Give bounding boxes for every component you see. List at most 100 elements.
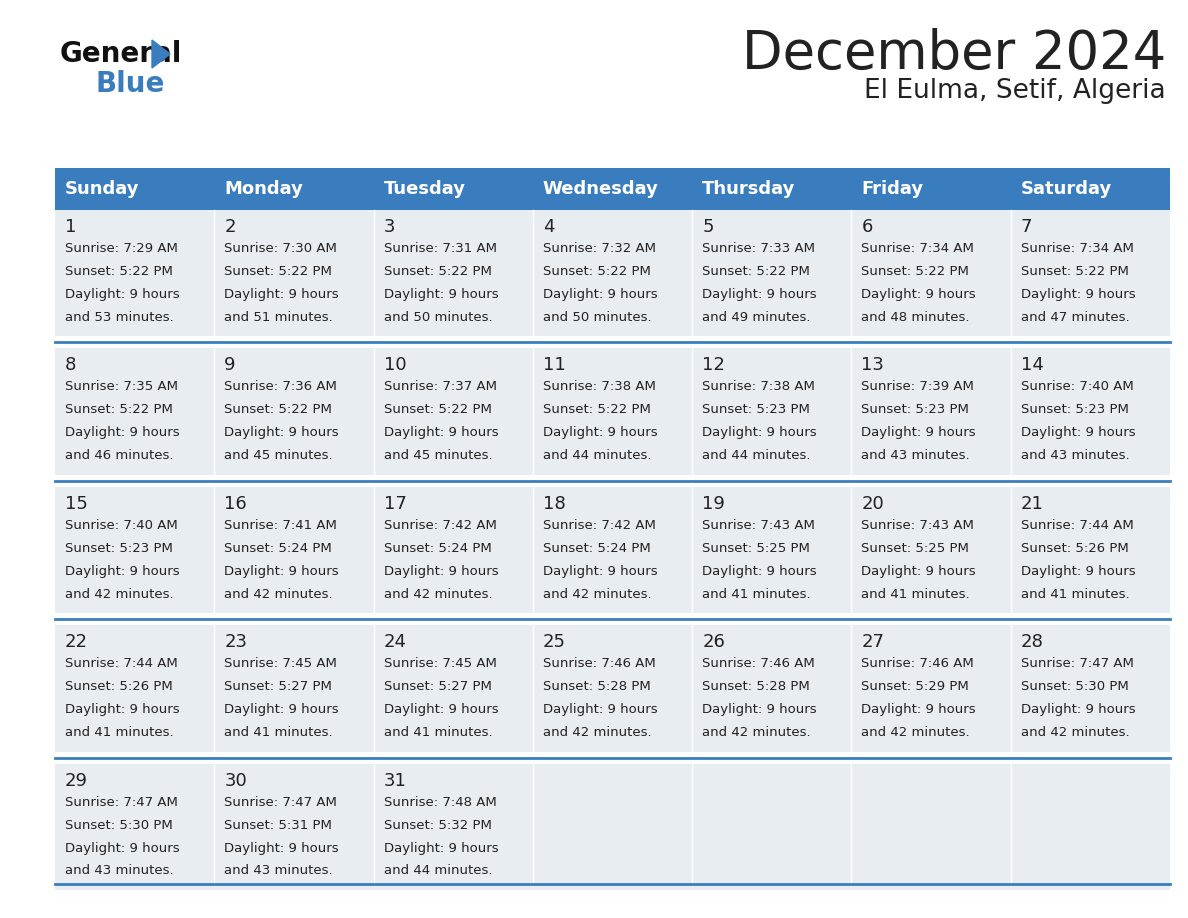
Text: Daylight: 9 hours: Daylight: 9 hours [1020, 703, 1136, 716]
Text: 14: 14 [1020, 356, 1043, 375]
Text: and 46 minutes.: and 46 minutes. [65, 449, 173, 463]
Text: Sunset: 5:22 PM: Sunset: 5:22 PM [1020, 265, 1129, 278]
Bar [852, 764, 1011, 890]
Text: and 43 minutes.: and 43 minutes. [861, 449, 971, 463]
Text: 2: 2 [225, 218, 235, 236]
Bar [1011, 625, 1170, 752]
Text: Sunrise: 7:48 AM: Sunrise: 7:48 AM [384, 796, 497, 809]
Text: Sunset: 5:28 PM: Sunset: 5:28 PM [702, 680, 810, 693]
Text: Daylight: 9 hours: Daylight: 9 hours [1020, 426, 1136, 440]
Text: and 42 minutes.: and 42 minutes. [1020, 726, 1130, 739]
Text: and 43 minutes.: and 43 minutes. [1020, 449, 1130, 463]
Text: Daylight: 9 hours: Daylight: 9 hours [384, 565, 498, 577]
Text: 13: 13 [861, 356, 884, 375]
Bar [693, 349, 852, 475]
Text: 30: 30 [225, 772, 247, 789]
Text: and 42 minutes.: and 42 minutes. [384, 588, 492, 600]
Text: Daylight: 9 hours: Daylight: 9 hours [65, 703, 179, 716]
Text: Daylight: 9 hours: Daylight: 9 hours [543, 288, 657, 301]
Text: Sunrise: 7:47 AM: Sunrise: 7:47 AM [65, 796, 178, 809]
Text: and 45 minutes.: and 45 minutes. [225, 449, 333, 463]
Text: Sunday: Sunday [65, 180, 139, 198]
Text: Sunrise: 7:29 AM: Sunrise: 7:29 AM [65, 242, 178, 255]
Text: Sunrise: 7:47 AM: Sunrise: 7:47 AM [225, 796, 337, 809]
Text: Saturday: Saturday [1020, 180, 1112, 198]
Text: and 53 minutes.: and 53 minutes. [65, 311, 173, 324]
Text: General: General [61, 40, 183, 68]
Bar [852, 349, 1011, 475]
Text: and 41 minutes.: and 41 minutes. [861, 588, 971, 600]
Text: Daylight: 9 hours: Daylight: 9 hours [225, 703, 339, 716]
Text: Sunrise: 7:45 AM: Sunrise: 7:45 AM [225, 657, 337, 670]
Text: Sunrise: 7:44 AM: Sunrise: 7:44 AM [1020, 519, 1133, 532]
Text: 8: 8 [65, 356, 76, 375]
Text: Sunset: 5:22 PM: Sunset: 5:22 PM [65, 403, 173, 417]
Text: Sunset: 5:30 PM: Sunset: 5:30 PM [65, 819, 172, 832]
Text: Sunrise: 7:42 AM: Sunrise: 7:42 AM [384, 519, 497, 532]
Text: and 41 minutes.: and 41 minutes. [702, 588, 810, 600]
Text: Sunrise: 7:46 AM: Sunrise: 7:46 AM [543, 657, 656, 670]
Text: December 2024: December 2024 [741, 28, 1165, 80]
Text: Daylight: 9 hours: Daylight: 9 hours [861, 703, 977, 716]
Bar [533, 349, 693, 475]
Bar [373, 210, 533, 336]
Text: and 41 minutes.: and 41 minutes. [65, 726, 173, 739]
Text: Daylight: 9 hours: Daylight: 9 hours [702, 703, 817, 716]
Text: Sunrise: 7:46 AM: Sunrise: 7:46 AM [702, 657, 815, 670]
Text: 5: 5 [702, 218, 714, 236]
Bar [214, 210, 373, 336]
Text: Sunset: 5:23 PM: Sunset: 5:23 PM [702, 403, 810, 417]
Text: Thursday: Thursday [702, 180, 796, 198]
Text: Sunrise: 7:45 AM: Sunrise: 7:45 AM [384, 657, 497, 670]
Text: and 50 minutes.: and 50 minutes. [384, 311, 492, 324]
Text: 27: 27 [861, 633, 884, 651]
Bar [1011, 210, 1170, 336]
Bar [533, 764, 693, 890]
Text: Daylight: 9 hours: Daylight: 9 hours [543, 426, 657, 440]
Text: 23: 23 [225, 633, 247, 651]
Text: Sunrise: 7:40 AM: Sunrise: 7:40 AM [1020, 380, 1133, 394]
Bar [214, 625, 373, 752]
Text: 6: 6 [861, 218, 873, 236]
Bar [693, 210, 852, 336]
Text: Daylight: 9 hours: Daylight: 9 hours [225, 426, 339, 440]
Text: Sunset: 5:26 PM: Sunset: 5:26 PM [1020, 542, 1129, 554]
Text: 15: 15 [65, 495, 88, 513]
Text: Sunset: 5:22 PM: Sunset: 5:22 PM [225, 403, 333, 417]
Text: Daylight: 9 hours: Daylight: 9 hours [543, 565, 657, 577]
Text: and 45 minutes.: and 45 minutes. [384, 449, 492, 463]
Text: 16: 16 [225, 495, 247, 513]
Bar [373, 349, 533, 475]
Bar [1011, 349, 1170, 475]
Text: Sunset: 5:23 PM: Sunset: 5:23 PM [861, 403, 969, 417]
Text: Sunrise: 7:33 AM: Sunrise: 7:33 AM [702, 242, 815, 255]
Text: 22: 22 [65, 633, 88, 651]
Text: Sunset: 5:22 PM: Sunset: 5:22 PM [543, 265, 651, 278]
Bar [1011, 764, 1170, 890]
Text: and 41 minutes.: and 41 minutes. [1020, 588, 1130, 600]
Bar [373, 487, 533, 613]
Text: 24: 24 [384, 633, 406, 651]
Text: and 44 minutes.: and 44 minutes. [543, 449, 651, 463]
Text: Sunrise: 7:41 AM: Sunrise: 7:41 AM [225, 519, 337, 532]
Bar [852, 210, 1011, 336]
Text: and 42 minutes.: and 42 minutes. [543, 726, 651, 739]
Text: and 43 minutes.: and 43 minutes. [225, 865, 333, 878]
Text: Daylight: 9 hours: Daylight: 9 hours [225, 288, 339, 301]
Text: Blue: Blue [96, 70, 165, 98]
Text: Sunrise: 7:34 AM: Sunrise: 7:34 AM [1020, 242, 1133, 255]
Text: Sunset: 5:29 PM: Sunset: 5:29 PM [861, 680, 969, 693]
Bar [852, 487, 1011, 613]
Bar [55, 168, 1170, 210]
Text: and 42 minutes.: and 42 minutes. [543, 588, 651, 600]
Text: 4: 4 [543, 218, 555, 236]
Bar [693, 764, 852, 890]
Text: Sunset: 5:22 PM: Sunset: 5:22 PM [384, 265, 492, 278]
Text: Friday: Friday [861, 180, 923, 198]
Bar [55, 487, 214, 613]
Text: Sunset: 5:23 PM: Sunset: 5:23 PM [1020, 403, 1129, 417]
Text: 18: 18 [543, 495, 565, 513]
Text: Sunset: 5:31 PM: Sunset: 5:31 PM [225, 819, 333, 832]
Text: Monday: Monday [225, 180, 303, 198]
Bar [852, 625, 1011, 752]
